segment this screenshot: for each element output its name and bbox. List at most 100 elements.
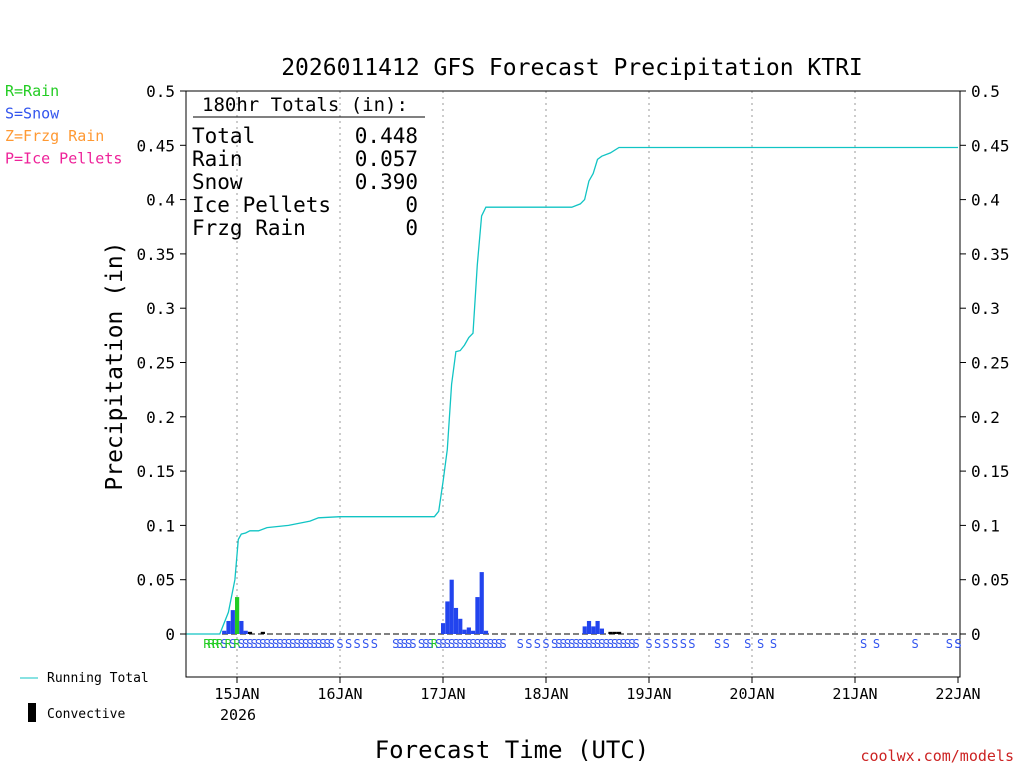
type-marker-snow: S [671,637,678,651]
type-marker-snow: S [238,637,245,651]
y-tick-label-left: 0.3 [146,299,175,318]
type-marker-snow: S [345,637,352,651]
type-marker-rain: R [212,637,220,651]
type-marker-snow: S [555,637,562,651]
type-marker-snow: S [405,637,412,651]
type-marker-snow: S [564,637,571,651]
credit-link[interactable]: coolwx.com/models [860,747,1014,765]
type-marker-snow: S [362,637,369,651]
y-tick-label-left: 0.2 [146,408,175,427]
type-marker-snow: S [744,637,751,651]
type-marker-snow: S [293,637,300,651]
x-tick-label: 20JAN [729,685,774,703]
type-marker-snow: S [495,637,502,651]
type-marker-snow: S [757,637,764,651]
precip-bar-snow [479,572,484,634]
type-marker-snow: S [251,637,258,651]
type-marker-snow: S [620,637,627,651]
type-marker-snow: S [289,637,296,651]
precip-bar-snow [226,620,231,634]
type-marker-snow: S [860,637,867,651]
x-tick-label: 17JAN [420,685,465,703]
type-marker-snow: S [542,637,549,651]
y-tick-label-right: 0.15 [971,462,1010,481]
type-marker-snow: S [263,637,270,651]
precip-bar-snow [458,618,463,634]
type-marker-snow: S [607,637,614,651]
precip-bar-snow [595,620,600,634]
type-marker-snow: S [482,637,489,651]
type-marker-snow: S [354,637,361,651]
y-tick-label-left: 0.25 [136,354,175,373]
type-marker-snow: S [319,637,326,651]
type-marker-snow: S [585,637,592,651]
type-marker-snow: S [611,637,618,651]
type-marker-snow: S [422,637,429,651]
type-marker-snow: S [615,637,622,651]
type-marker-snow: S [525,637,532,651]
type-marker-snow: S [946,637,953,651]
convective-legend-label: Convective [47,707,125,722]
precip-bar-snow [441,623,446,634]
x-axis-title: Forecast Time (UTC) [375,736,650,764]
type-marker-snow: S [572,637,579,651]
type-marker-snow: S [409,637,416,651]
y-tick-label-left: 0.15 [136,462,175,481]
x-tick-label: 22JAN [935,685,980,703]
type-marker-snow: S [461,637,468,651]
running-total-line [185,146,958,635]
type-marker-snow: S [259,637,266,651]
plot-border [185,90,961,678]
type-marker-snow: S [246,637,253,651]
y-tick-label-left: 0 [165,625,175,644]
type-marker-snow: S [439,637,446,651]
type-marker-snow: S [396,637,403,651]
precip-bar-snow [599,628,604,634]
precip-bar-snow [230,610,235,634]
y-tick-label-right: 0.05 [971,571,1010,590]
type-marker-snow: S [452,637,459,651]
precip-bar-conv [260,631,265,634]
type-marker-snow: S [298,637,305,651]
y-tick-label-left: 0.1 [146,516,175,535]
type-marker-snow: S [336,637,343,651]
type-marker-rain: R [216,637,224,651]
type-marker-snow: S [311,637,318,651]
y-tick-label-left: 0.35 [136,245,175,264]
type-marker-snow: S [680,637,687,651]
type-marker-snow: S [427,637,434,651]
y-tick-label-right: 0.2 [971,408,1000,427]
grid-layer [186,91,960,677]
y-tick-label-right: 0.5 [971,82,1000,101]
precip-bar-snow [483,630,489,634]
type-marker-rain: R [431,637,439,651]
type-legend-item: S=Snow [5,105,60,123]
type-marker-snow: S [302,637,309,651]
type-marker-snow: S [954,637,961,651]
type-marker-snow: S [268,637,275,651]
type-marker-snow: S [723,637,730,651]
x-tick-label: 19JAN [626,685,671,703]
type-marker-snow: S [401,637,408,651]
type-marker-snow: S [551,637,558,651]
y-tick-label-right: 0 [971,625,981,644]
series-legend: Running Total Convective [20,671,149,722]
type-marker-snow: S [255,637,262,651]
totals-label: Total [192,124,255,148]
type-marker-snow: S [954,637,961,651]
y-tick-label-right: 0.4 [971,191,1000,210]
type-marker-snow: S [491,637,498,651]
type-marker-snow: S [469,637,476,651]
precip-bar-snow [445,601,450,634]
precip-bar-snow [453,607,459,634]
chart-title: 2026011412 GFS Forecast Precipitation KT… [281,55,863,81]
type-marker-snow: S [633,637,640,651]
precip-bar-conv [247,631,253,634]
x-tick-label: 21JAN [832,685,877,703]
type-marker-rain: R [203,637,211,651]
type-marker-snow: S [534,637,541,651]
precip-bar-snow [582,626,587,634]
type-marker-snow: S [663,637,670,651]
type-marker-snow: S [602,637,609,651]
